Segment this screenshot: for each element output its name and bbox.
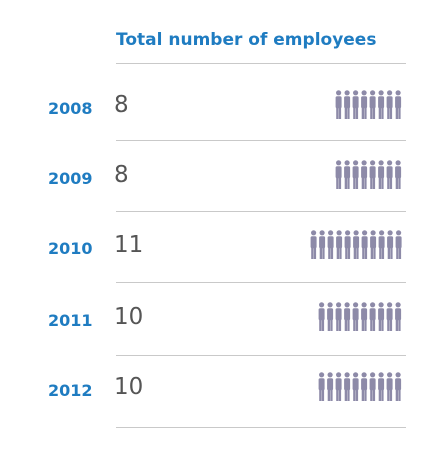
person-icon xyxy=(318,230,325,259)
row-divider xyxy=(116,211,406,212)
person-icon xyxy=(327,230,334,259)
person-icon xyxy=(386,372,393,401)
year-label: 2009 xyxy=(48,169,93,188)
person-icon xyxy=(327,302,334,331)
row-divider xyxy=(116,355,406,356)
person-icon xyxy=(395,160,402,189)
employee-count: 11 xyxy=(114,232,144,258)
person-icon xyxy=(361,160,368,189)
person-icon xyxy=(378,302,385,331)
year-label: 2012 xyxy=(48,381,93,400)
employee-count: 8 xyxy=(114,92,129,118)
employee-count: 8 xyxy=(114,162,129,188)
header-rule xyxy=(116,63,406,64)
row-divider xyxy=(116,140,406,141)
employee-icons xyxy=(318,302,402,331)
employee-icons xyxy=(335,90,402,119)
person-icon xyxy=(310,230,317,259)
person-icon xyxy=(352,90,359,119)
person-icon xyxy=(335,230,342,259)
person-icon xyxy=(386,302,393,331)
person-icon xyxy=(335,302,342,331)
person-icon xyxy=(361,230,368,259)
person-icon xyxy=(369,372,376,401)
person-icon xyxy=(352,230,359,259)
person-icon xyxy=(344,160,351,189)
chart-title: Total number of employees xyxy=(116,30,377,50)
person-icon xyxy=(344,302,351,331)
person-icon xyxy=(395,90,402,119)
person-icon xyxy=(361,90,368,119)
person-icon xyxy=(386,230,393,259)
person-icon xyxy=(361,302,368,331)
employee-icons xyxy=(318,372,402,401)
employee-count: 10 xyxy=(114,374,144,400)
person-icon xyxy=(335,160,342,189)
person-icon xyxy=(378,372,385,401)
person-icon xyxy=(386,90,393,119)
person-icon xyxy=(352,372,359,401)
row-divider xyxy=(116,427,406,428)
year-label: 2008 xyxy=(48,99,93,118)
person-icon xyxy=(335,90,342,119)
person-icon xyxy=(369,160,376,189)
person-icon xyxy=(386,160,393,189)
person-icon xyxy=(378,90,385,119)
person-icon xyxy=(318,372,325,401)
person-icon xyxy=(395,302,402,331)
person-icon xyxy=(335,372,342,401)
person-icon xyxy=(378,230,385,259)
person-icon xyxy=(369,230,376,259)
employee-count: 10 xyxy=(114,304,144,330)
person-icon xyxy=(369,90,376,119)
person-icon xyxy=(352,302,359,331)
year-label: 2010 xyxy=(48,239,93,258)
year-label: 2011 xyxy=(48,311,93,330)
person-icon xyxy=(344,372,351,401)
person-icon xyxy=(395,372,402,401)
person-icon xyxy=(361,372,368,401)
person-icon xyxy=(344,90,351,119)
person-icon xyxy=(327,372,334,401)
person-icon xyxy=(352,160,359,189)
person-icon xyxy=(378,160,385,189)
employee-icons xyxy=(335,160,402,189)
person-icon xyxy=(344,230,351,259)
person-icon xyxy=(369,302,376,331)
row-divider xyxy=(116,282,406,283)
employee-icons xyxy=(310,230,402,259)
person-icon xyxy=(318,302,325,331)
person-icon xyxy=(395,230,402,259)
